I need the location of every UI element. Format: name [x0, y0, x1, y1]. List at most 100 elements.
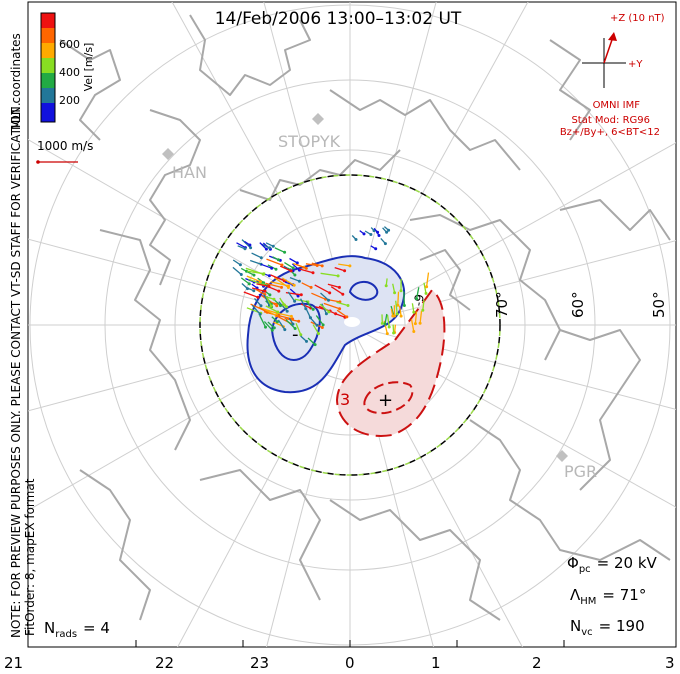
velocity-vector-origin [276, 258, 280, 262]
velocity-vector [315, 315, 324, 326]
velocity-vector [265, 282, 282, 289]
velocity-vector [256, 283, 270, 288]
velocity-vector [260, 263, 272, 269]
velocity-vector [241, 239, 252, 249]
velocity-vector-origin [291, 266, 295, 270]
velocity-vector [254, 297, 262, 307]
velocity-vector [291, 263, 300, 271]
station-markers [162, 113, 568, 462]
velocity-vector [397, 291, 400, 306]
velocity-vector-origin [286, 286, 290, 289]
velocity-vector-origin [309, 316, 312, 320]
velocity-vector-origin [292, 283, 296, 287]
velocity-vector [265, 305, 279, 313]
imf-condition: Bz+/By+, 6<BT<12 [560, 127, 660, 138]
velocity-vector-origin [258, 312, 262, 316]
velocity-vector-origin [296, 294, 300, 298]
colorbar-bin-3 [41, 58, 55, 73]
colorbar-tick-200: 200 [59, 94, 80, 107]
velocity-vector-origin [412, 310, 416, 314]
colorbar-bin-4 [41, 73, 55, 88]
velocity-vector [249, 259, 262, 265]
velocity-vector-origin [280, 263, 284, 267]
velocity-vector-origin [259, 256, 263, 260]
colorbar-label: Vel [m/s] [82, 43, 95, 92]
positive-cell-label: + [378, 390, 393, 411]
velocity-vector-origin [362, 232, 366, 236]
velocity-vector [305, 307, 312, 319]
scale-vector-origin [36, 160, 40, 164]
imf-source: OMNI IMF [593, 100, 641, 111]
colorbar-bin-0 [41, 13, 55, 28]
velocity-vector [250, 303, 268, 313]
velocity-vector [259, 242, 267, 250]
velocity-vector-origin [320, 326, 324, 329]
velocity-vector-origin [376, 230, 380, 234]
velocity-vector-origin [271, 244, 275, 248]
velocity-vector [289, 288, 299, 297]
velocity-vector-origin [395, 312, 399, 316]
mlt-coordinates-label: MLT coordinates [9, 33, 23, 130]
velocity-vector [327, 283, 340, 289]
velocity-vector-origin [387, 228, 391, 232]
velocity-vector [284, 317, 299, 322]
latitude-label-60: 60° [569, 291, 587, 318]
velocity-vector-origin [289, 269, 293, 273]
velocity-vector [336, 301, 349, 307]
velocity-vector-origin [239, 273, 243, 276]
velocity-vector-origin [267, 284, 271, 288]
velocity-vector [305, 300, 314, 310]
velocity-vector [328, 299, 341, 303]
velocity-vector-origin [293, 299, 297, 303]
velocity-vector-origin [270, 266, 274, 270]
velocity-vector [255, 288, 266, 296]
velocity-vector [336, 309, 348, 318]
velocity-vector-origin [285, 309, 289, 313]
velocity-vector-origin [268, 293, 272, 297]
mlt-tick-1: 1 [431, 654, 441, 672]
velocity-vector-origin [272, 326, 276, 330]
velocity-vector-origin [415, 297, 419, 301]
pole-marker [344, 317, 360, 327]
velocity-vector [300, 298, 307, 309]
velocity-vector [263, 294, 270, 306]
velocity-vector-origin [276, 310, 280, 314]
colorbar-bin-2 [41, 43, 55, 58]
velocity-vector-origin [369, 233, 373, 236]
velocity-vector [266, 258, 283, 266]
velocity-vector [299, 268, 314, 274]
velocity-vector [398, 305, 402, 317]
station-pgr-marker [556, 450, 568, 462]
velocity-vector [246, 275, 261, 283]
velocity-vector-origin [328, 291, 332, 295]
velocity-vector-origin [293, 273, 297, 277]
velocity-vector [270, 274, 285, 282]
station-han-marker [162, 148, 174, 160]
imf-y-label: +Y [628, 59, 643, 70]
velocity-vector-origin [252, 273, 256, 277]
mlt-tick-2: 2 [532, 654, 542, 672]
velocity-vector-origin [259, 304, 263, 308]
mlt-axis-ticks [27, 640, 677, 647]
velocity-vector-origin [380, 321, 384, 325]
velocity-vector [278, 301, 288, 312]
velocity-vector-origin [337, 285, 341, 289]
velocity-vector [277, 319, 286, 330]
velocity-vector [263, 321, 273, 331]
velocity-vector-origin [327, 310, 331, 314]
velocity-vector [392, 283, 396, 293]
latitude-label-70: 70° [493, 291, 511, 318]
station-stopyk-marker [312, 113, 324, 125]
mlt-tick-21: 21 [4, 654, 23, 672]
velocity-vector-origin [282, 303, 286, 307]
velocity-vector-origin [295, 261, 299, 265]
velocity-vector-origin [348, 264, 352, 268]
velocity-vector-origin [267, 274, 271, 278]
velocity-vector-origin [283, 250, 287, 254]
velocity-vector [321, 303, 327, 314]
velocity-vector-origin [425, 285, 429, 289]
velocity-vector-origin [305, 339, 308, 343]
velocity-vector-origin [315, 323, 319, 327]
velocity-vector-origin [385, 230, 389, 234]
velocity-vector-origin [334, 312, 338, 316]
